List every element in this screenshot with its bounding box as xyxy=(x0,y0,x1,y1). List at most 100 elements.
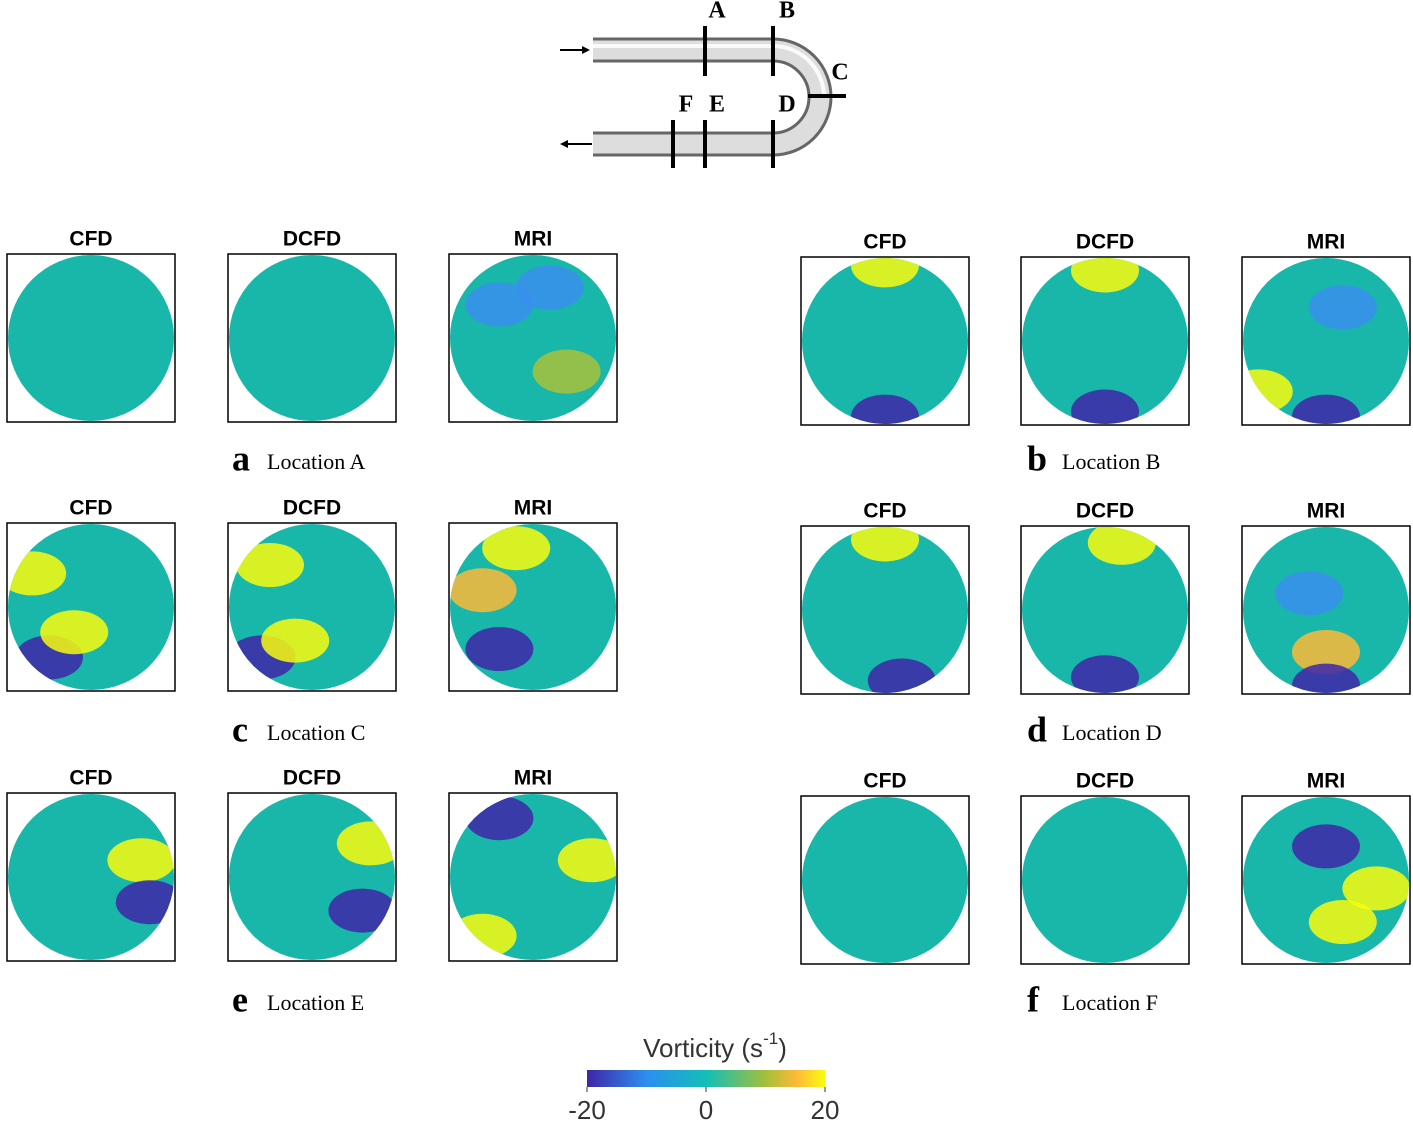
vorticity-map xyxy=(8,255,174,421)
panel-title: MRI xyxy=(514,767,553,790)
panel-title: MRI xyxy=(1307,770,1346,793)
panel-title: DCFD xyxy=(1076,231,1134,254)
vortex-region xyxy=(1275,571,1344,616)
panel-letter: a xyxy=(232,438,250,478)
panel-letter: b xyxy=(1027,438,1047,478)
panel-title: MRI xyxy=(1307,231,1346,254)
map-frame xyxy=(6,522,176,692)
panel-caption: Location D xyxy=(1062,720,1162,745)
vortex-region xyxy=(236,543,304,587)
vortex-region xyxy=(1292,824,1360,869)
panel-caption: Location C xyxy=(267,720,365,745)
vorticity-map xyxy=(229,524,395,690)
vorticity-map xyxy=(802,797,968,963)
panel-title: DCFD xyxy=(1076,770,1134,793)
panel-title: CFD xyxy=(69,767,112,790)
panel-letter: d xyxy=(1027,709,1047,749)
map-background xyxy=(1022,797,1188,963)
vortex-region xyxy=(450,913,517,958)
vorticity-map xyxy=(450,794,616,960)
colorbar-title-part: ) xyxy=(778,1033,787,1063)
vortex-region xyxy=(107,838,174,883)
vortex-region xyxy=(465,282,534,327)
panel-title: CFD xyxy=(863,231,906,254)
section-label: A xyxy=(708,0,726,24)
vortex-region xyxy=(336,821,395,866)
panel-letter: e xyxy=(232,979,248,1019)
colorbar-tick-label: -20 xyxy=(568,1095,606,1124)
map-frame xyxy=(800,256,970,426)
vortex-region xyxy=(532,349,601,394)
vorticity-map xyxy=(450,524,616,690)
map-frame xyxy=(1241,256,1411,426)
map-frame xyxy=(1241,795,1411,965)
panel-title: CFD xyxy=(863,770,906,793)
vortex-region xyxy=(1292,394,1360,424)
vortex-region xyxy=(867,658,936,693)
colorbar-title-part: Vorticity (s xyxy=(643,1033,763,1063)
vortex-region xyxy=(8,551,67,596)
panel-title: DCFD xyxy=(283,228,341,251)
vorticity-map xyxy=(1022,527,1188,693)
map-background xyxy=(229,794,395,960)
map-frame xyxy=(6,253,176,423)
map-frame xyxy=(1241,525,1411,695)
map-frame xyxy=(1020,525,1190,695)
colorbar-tick-label: 0 xyxy=(699,1095,713,1124)
vortex-region xyxy=(465,627,534,671)
colorbar-title: Vorticity (s-1) xyxy=(643,1029,787,1062)
panel-title: CFD xyxy=(69,228,112,251)
section-label: B xyxy=(779,0,795,24)
map-background xyxy=(802,797,968,963)
vortex-region xyxy=(851,527,919,562)
vortex-region xyxy=(1342,866,1409,911)
panel-caption: Location A xyxy=(267,449,365,474)
colorbar xyxy=(587,1070,825,1087)
panel-title: DCFD xyxy=(1076,500,1134,523)
vortex-region xyxy=(482,526,551,571)
vorticity-map xyxy=(802,258,968,424)
pipe-diagram xyxy=(560,26,846,168)
map-frame xyxy=(1020,256,1190,426)
vortex-region xyxy=(1071,655,1139,693)
vortex-region xyxy=(1308,285,1377,330)
map-background xyxy=(229,255,395,421)
map-background xyxy=(8,524,174,690)
vortex-region xyxy=(40,610,109,655)
vortex-region xyxy=(1071,389,1139,424)
map-frame xyxy=(448,253,618,423)
vortex-region xyxy=(851,394,919,424)
map-frame xyxy=(6,792,176,962)
vorticity-map xyxy=(450,255,616,421)
section-label: C xyxy=(831,60,848,86)
map-frame xyxy=(800,525,970,695)
colorbar-tick-label: 20 xyxy=(811,1095,840,1124)
map-frame xyxy=(800,795,970,965)
vortex-region xyxy=(851,258,919,288)
colorbar-title-part: -1 xyxy=(763,1029,778,1048)
vortex-region xyxy=(1292,663,1360,693)
map-frame xyxy=(1020,795,1190,965)
map-background xyxy=(229,524,395,690)
vortex-region xyxy=(1308,900,1377,944)
panel-title: DCFD xyxy=(283,767,341,790)
vorticity-map xyxy=(1022,797,1188,963)
map-frame xyxy=(227,522,397,692)
vortex-region xyxy=(557,838,616,883)
panel-caption: Location B xyxy=(1062,449,1160,474)
vortex-region xyxy=(450,568,517,613)
vorticity-map xyxy=(8,794,174,960)
panel-caption: Location F xyxy=(1062,990,1158,1015)
map-frame xyxy=(448,522,618,692)
vortex-region xyxy=(1087,527,1156,565)
vorticity-map xyxy=(229,794,395,960)
vortex-region xyxy=(1071,258,1139,293)
vortex-region xyxy=(1243,369,1293,414)
vortex-region xyxy=(1292,630,1360,674)
panel-title: MRI xyxy=(514,497,553,520)
panel-title: MRI xyxy=(514,228,553,251)
vorticity-map xyxy=(802,527,968,693)
map-frame xyxy=(448,792,618,962)
